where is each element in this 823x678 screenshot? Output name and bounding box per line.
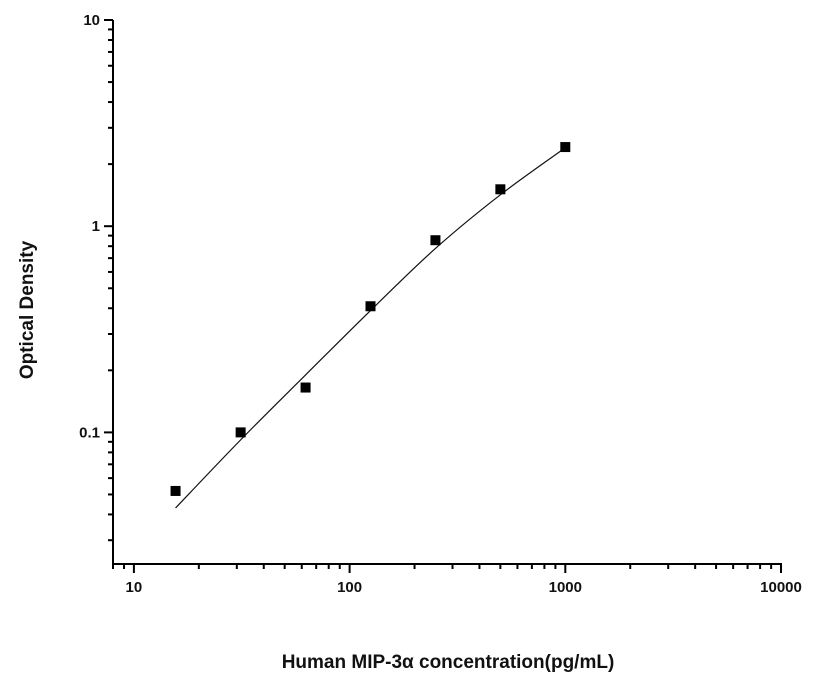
data-point-marker [560, 142, 571, 153]
data-point-marker [365, 301, 376, 312]
data-point-marker [430, 235, 441, 246]
x-tick-label: 10000 [760, 579, 802, 596]
data-point-marker [300, 382, 311, 393]
x-tick-label: 100 [337, 579, 362, 596]
data-point-marker [495, 184, 506, 195]
y-tick-label: 0.1 [79, 424, 100, 441]
fitted-curve [175, 147, 566, 509]
axes: 10 100 1000 10000 0.1 1 10 [79, 12, 802, 596]
data-point-marker [235, 427, 246, 438]
data-points [170, 142, 571, 496]
x-tick-label: 10 [126, 579, 143, 596]
y-tick-label: 1 [92, 218, 100, 235]
data-point-marker [170, 485, 181, 496]
y-axis-title: Optical Density [17, 240, 38, 379]
x-axis-title: Human MIP-3α concentration(pg/mL) [282, 652, 615, 673]
x-tick-label: 1000 [549, 579, 582, 596]
y-tick-label: 10 [83, 12, 100, 29]
fit-line [175, 147, 566, 509]
